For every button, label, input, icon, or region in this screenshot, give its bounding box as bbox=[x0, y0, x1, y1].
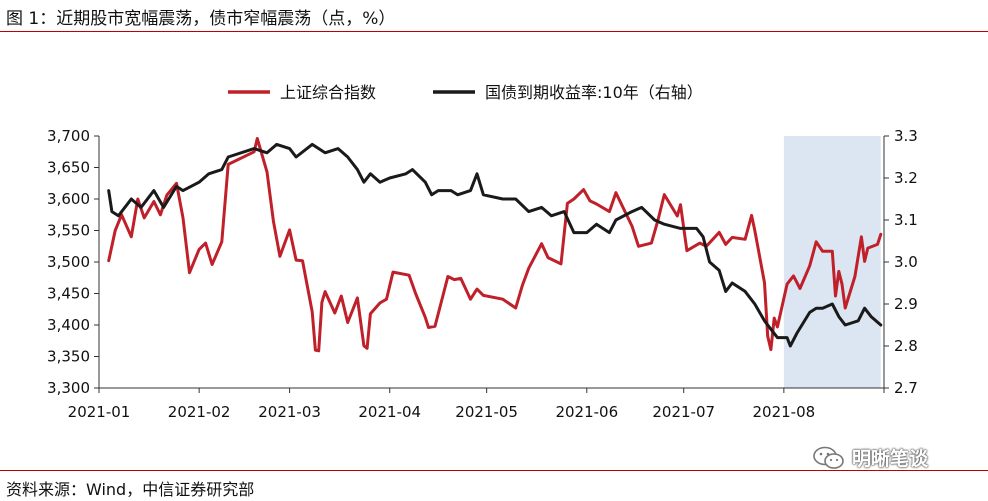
y-left-tick-label: 3,300 bbox=[47, 379, 90, 397]
source-note: 资料来源：Wind，中信证券研究部 bbox=[6, 480, 255, 499]
x-tick-label: 2021-07 bbox=[652, 403, 715, 421]
x-tick-label: 2021-05 bbox=[455, 403, 518, 421]
figure-title: 图 1：近期股市宽幅震荡，债市窄幅震荡（点，%） bbox=[6, 9, 396, 29]
title-divider bbox=[0, 31, 988, 32]
y-right-tick-label: 2.7 bbox=[894, 379, 918, 397]
x-tick-label: 2021-01 bbox=[68, 403, 131, 421]
y-left-tick-label: 3,350 bbox=[47, 348, 90, 366]
y-right-tick-label: 3.3 bbox=[894, 127, 918, 145]
line-chart: 3,300 3,350 3,400 3,450 3,500 3,550 3,600 3,650… bbox=[47, 83, 918, 421]
x-tick-label: 2021-02 bbox=[168, 403, 231, 421]
y-left-tick-label: 3,500 bbox=[47, 253, 90, 271]
series-line-bond-yield bbox=[107, 142, 883, 348]
y-right-tick-label: 2.8 bbox=[894, 337, 918, 355]
x-tick-label: 2021-03 bbox=[258, 403, 321, 421]
y-left-tick-label: 3,450 bbox=[47, 285, 90, 303]
wechat-icon bbox=[813, 446, 844, 469]
y-right-tick-label: 3.0 bbox=[894, 253, 918, 271]
y-left-tick-label: 3,400 bbox=[47, 316, 90, 334]
plot-area: 3,300 3,350 3,400 3,450 3,500 3,550 3,600 3,650… bbox=[47, 83, 918, 421]
legend-label: 国债到期收益率:10年（右轴） bbox=[485, 83, 703, 102]
watermark-text: 明晰笔谈 bbox=[852, 448, 929, 470]
y-left-tick-label: 3,700 bbox=[47, 127, 90, 145]
x-tick-label: 2021-06 bbox=[555, 403, 618, 421]
y-left-tick-label: 3,550 bbox=[47, 222, 90, 240]
y-left-tick-label: 3,650 bbox=[47, 159, 90, 177]
x-tick-label: 2021-04 bbox=[358, 403, 421, 421]
watermark: 明晰笔谈 bbox=[812, 444, 928, 471]
footer-divider bbox=[0, 470, 988, 471]
x-tick-label: 2021-08 bbox=[753, 403, 816, 421]
y-right-tick-label: 3.1 bbox=[894, 211, 918, 229]
legend-label: 上证综合指数 bbox=[280, 83, 376, 102]
y-left-tick-label: 3,600 bbox=[47, 190, 90, 208]
y-right-tick-label: 2.9 bbox=[894, 295, 918, 313]
series-line-shanghai-index bbox=[107, 137, 883, 353]
y-right-tick-label: 3.2 bbox=[894, 169, 918, 187]
